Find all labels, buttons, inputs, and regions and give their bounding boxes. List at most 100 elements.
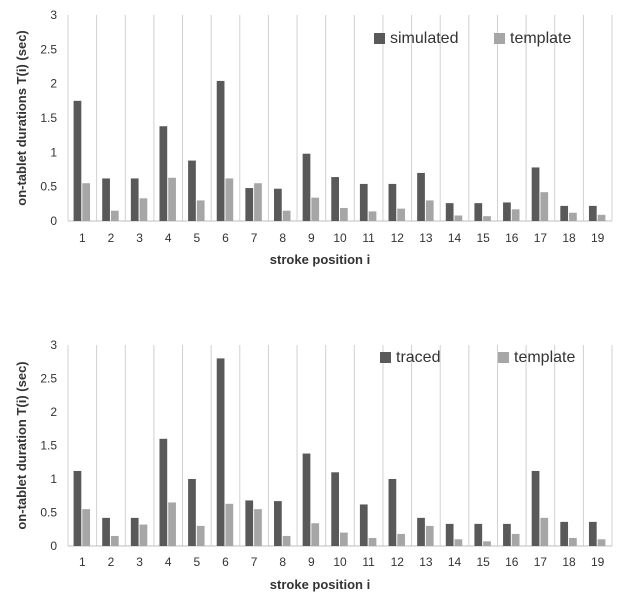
bar-traced-8 bbox=[274, 501, 282, 546]
x-tick-label: 5 bbox=[193, 555, 200, 569]
x-tick-label: 9 bbox=[308, 231, 315, 245]
x-tick-label: 4 bbox=[165, 555, 172, 569]
bar-template-11 bbox=[368, 211, 377, 221]
x-tick-label: 1 bbox=[79, 231, 86, 245]
bar-traced-13 bbox=[417, 517, 425, 546]
y-tick-label: 1 bbox=[50, 145, 57, 159]
bar-template-7 bbox=[254, 509, 262, 546]
legend-label-simulated: simulated bbox=[390, 30, 458, 47]
x-tick-label: 6 bbox=[222, 231, 229, 245]
x-tick-label: 4 bbox=[165, 231, 172, 245]
x-tick-label: 19 bbox=[591, 555, 605, 569]
x-tick-label: 8 bbox=[279, 555, 286, 569]
bar-template-10 bbox=[340, 532, 348, 546]
bar-template-19 bbox=[597, 539, 606, 546]
bar-simulated-10 bbox=[331, 177, 339, 221]
bar-simulated-5 bbox=[188, 160, 196, 221]
bar-template-14 bbox=[454, 215, 463, 221]
y-tick-label: 2 bbox=[50, 77, 57, 91]
y-tick-label: 1.5 bbox=[40, 111, 57, 125]
bar-simulated-17 bbox=[531, 167, 540, 221]
bar-template-12 bbox=[397, 208, 405, 221]
bar-traced-16 bbox=[503, 523, 511, 546]
bar-simulated-2 bbox=[102, 178, 110, 221]
bar-traced-6 bbox=[216, 358, 225, 546]
x-tick-label: 11 bbox=[362, 555, 375, 569]
legend-swatch-template bbox=[494, 33, 505, 44]
legend-label-template: template bbox=[514, 349, 575, 366]
x-tick-label: 14 bbox=[448, 555, 462, 569]
bar-simulated-1 bbox=[73, 100, 82, 221]
bar-simulated-18 bbox=[560, 205, 569, 221]
bar-template-7 bbox=[254, 183, 262, 221]
x-tick-label: 18 bbox=[562, 555, 576, 569]
x-tick-label: 17 bbox=[534, 231, 548, 245]
bar-template-13 bbox=[425, 200, 434, 221]
bar-template-14 bbox=[454, 539, 463, 546]
bar-traced-5 bbox=[188, 479, 196, 546]
bar-simulated-13 bbox=[417, 172, 425, 221]
bar-template-10 bbox=[340, 207, 348, 221]
bar-simulated-3 bbox=[130, 178, 139, 221]
bar-template-6 bbox=[225, 503, 234, 546]
bar-simulated-19 bbox=[588, 205, 597, 221]
bar-simulated-12 bbox=[388, 183, 397, 221]
x-tick-label: 2 bbox=[108, 231, 115, 245]
x-axis-label: stroke position i bbox=[270, 577, 370, 592]
bar-template-17 bbox=[540, 192, 549, 221]
bar-traced-15 bbox=[474, 523, 483, 546]
legend-swatch-simulated bbox=[374, 33, 385, 44]
bar-template-3 bbox=[139, 524, 148, 546]
bar-simulated-11 bbox=[359, 183, 368, 221]
bar-traced-11 bbox=[359, 504, 368, 546]
bar-traced-7 bbox=[245, 500, 254, 546]
bar-template-1 bbox=[82, 509, 91, 546]
x-tick-label: 12 bbox=[391, 555, 405, 569]
bar-template-2 bbox=[110, 535, 119, 546]
bar-template-3 bbox=[139, 198, 148, 221]
y-axis-label: on-tablet duration T(i) (sec) bbox=[14, 361, 29, 529]
bar-template-16 bbox=[511, 209, 520, 221]
y-tick-label: 0.5 bbox=[40, 506, 57, 520]
bar-simulated-16 bbox=[503, 202, 511, 221]
bar-traced-9 bbox=[302, 453, 311, 546]
bar-traced-1 bbox=[73, 470, 82, 546]
bar-template-19 bbox=[597, 214, 606, 221]
chart-panel-2: 00.511.522.531 2 3 4 5 6 7 8 9 10 11 12 13 14 15 16 17 18… bbox=[14, 338, 613, 592]
x-tick-label: 16 bbox=[505, 231, 519, 245]
x-tick-label: 9 bbox=[308, 555, 315, 569]
bar-traced-19 bbox=[588, 521, 597, 546]
y-tick-label: 1.5 bbox=[40, 439, 57, 453]
x-tick-label: 8 bbox=[279, 231, 286, 245]
x-tick-label: 15 bbox=[476, 231, 490, 245]
legend-swatch-traced bbox=[380, 352, 391, 363]
bar-template-4 bbox=[168, 177, 176, 221]
bar-traced-18 bbox=[560, 521, 569, 546]
bar-template-5 bbox=[196, 525, 205, 546]
bar-traced-2 bbox=[102, 517, 110, 546]
y-tick-label: 2 bbox=[50, 405, 57, 419]
bar-simulated-8 bbox=[274, 188, 282, 221]
bar-traced-10 bbox=[331, 472, 339, 546]
x-tick-label: 12 bbox=[391, 231, 405, 245]
bar-template-11 bbox=[368, 537, 377, 546]
x-tick-label: 1 bbox=[79, 555, 86, 569]
chart-panel-1: 00.511.522.531 2 3 4 5 6 7 8 9 10 11 12 13 14 15 16 17 18… bbox=[14, 8, 613, 267]
x-tick-label: 13 bbox=[419, 555, 433, 569]
bar-traced-14 bbox=[445, 523, 454, 546]
x-tick-label: 7 bbox=[251, 231, 258, 245]
bar-template-12 bbox=[397, 533, 405, 546]
y-tick-label: 2.5 bbox=[40, 42, 57, 56]
bar-simulated-9 bbox=[302, 153, 311, 221]
bar-template-8 bbox=[282, 535, 291, 546]
bar-template-1 bbox=[82, 183, 91, 221]
x-tick-label: 10 bbox=[333, 231, 347, 245]
bar-traced-17 bbox=[531, 470, 540, 546]
bar-template-9 bbox=[311, 523, 320, 546]
bar-template-8 bbox=[282, 210, 291, 221]
x-tick-label: 19 bbox=[591, 231, 605, 245]
y-tick-label: 2.5 bbox=[40, 372, 57, 386]
bar-template-17 bbox=[540, 517, 549, 546]
x-tick-label: 13 bbox=[419, 231, 433, 245]
